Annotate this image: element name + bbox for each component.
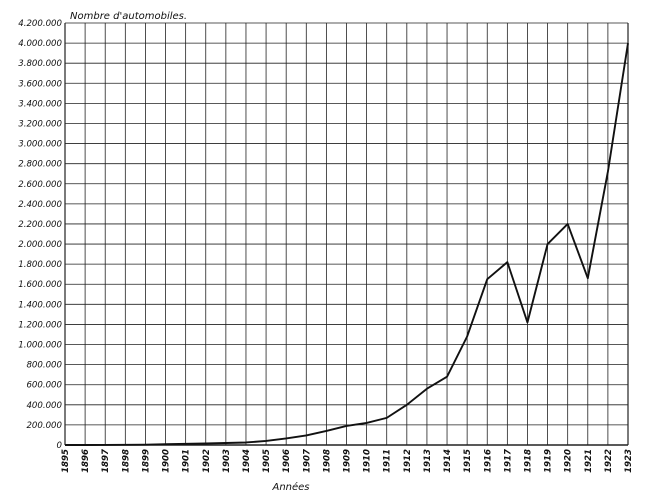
x-tick-label: 1921 bbox=[584, 449, 594, 473]
x-tick-label: 1905 bbox=[262, 449, 272, 473]
x-tick-label: 1904 bbox=[242, 449, 252, 473]
y-tick-label: 600.000 bbox=[26, 381, 62, 391]
x-tick-label: 1898 bbox=[121, 449, 131, 473]
x-tick-label: 1897 bbox=[101, 449, 111, 473]
x-tick-label: 1902 bbox=[202, 449, 212, 473]
y-tick-label: 200.000 bbox=[26, 421, 62, 431]
series-line bbox=[65, 42, 629, 446]
x-tick-label: 1915 bbox=[463, 449, 473, 473]
y-tick-label: 3.400.000 bbox=[18, 99, 62, 109]
chart-grid bbox=[64, 22, 629, 446]
y-tick-label: 3.600.000 bbox=[18, 79, 62, 89]
y-tick-label: 2.600.000 bbox=[18, 180, 62, 190]
x-tick-label: 1900 bbox=[162, 449, 172, 473]
x-tick-label: 1899 bbox=[141, 449, 151, 473]
x-tick-label: 1916 bbox=[483, 449, 493, 473]
y-tick-label: 4.200.000 bbox=[18, 19, 62, 29]
x-tick-label: 1912 bbox=[403, 449, 413, 473]
y-tick-label: 0 bbox=[57, 441, 63, 451]
y-tick-label: 1.000.000 bbox=[18, 341, 62, 351]
y-tick-label: 3.000.000 bbox=[18, 140, 62, 150]
x-tick-label: 1910 bbox=[363, 449, 373, 473]
x-tick-label: 1919 bbox=[544, 449, 554, 473]
x-tick-label: 1914 bbox=[443, 449, 453, 473]
x-tick-label: 1918 bbox=[523, 449, 533, 473]
x-tick-label: 1909 bbox=[343, 449, 353, 473]
x-tick-label: 1895 bbox=[61, 449, 71, 473]
y-tick-label: 400.000 bbox=[26, 401, 62, 411]
y-tick-label: 1.600.000 bbox=[18, 280, 62, 290]
x-tick-label: 1901 bbox=[182, 449, 192, 473]
x-tick-label: 1908 bbox=[322, 449, 332, 473]
y-tick-label: 2.400.000 bbox=[18, 200, 62, 210]
x-tick-label: 1917 bbox=[503, 449, 513, 473]
y-tick-label: 1.200.000 bbox=[18, 320, 62, 330]
x-tick-label: 1903 bbox=[222, 449, 232, 473]
x-tick-label: 1913 bbox=[423, 449, 433, 473]
x-tick-label: 1911 bbox=[383, 449, 393, 473]
y-tick-label: 2.800.000 bbox=[18, 160, 62, 170]
x-tick-label: 1920 bbox=[564, 449, 574, 473]
y-tick-label: 4.000.000 bbox=[18, 39, 62, 49]
x-tick-label: 1896 bbox=[81, 449, 91, 473]
x-tick-label: 1923 bbox=[624, 449, 634, 473]
y-tick-label: 800.000 bbox=[26, 361, 62, 371]
x-tick-label: 1907 bbox=[302, 449, 312, 473]
y-tick-label: 1.800.000 bbox=[18, 260, 62, 270]
x-axis-label: Années bbox=[271, 481, 309, 493]
tick-labels: 0 200.000 400.000 600.000 800.000 1.000.000 1.… bbox=[18, 19, 634, 473]
y-tick-label: 1.400.000 bbox=[18, 300, 62, 310]
chart-title: Nombre d'automobiles. bbox=[70, 11, 187, 22]
y-tick-label: 2.000.000 bbox=[18, 240, 62, 250]
y-tick-label: 2.200.000 bbox=[18, 220, 62, 230]
y-tick-label: 3.800.000 bbox=[18, 59, 62, 69]
y-tick-label: 3.200.000 bbox=[18, 119, 62, 129]
x-tick-label: 1906 bbox=[282, 449, 292, 473]
x-tick-label: 1922 bbox=[604, 449, 614, 473]
